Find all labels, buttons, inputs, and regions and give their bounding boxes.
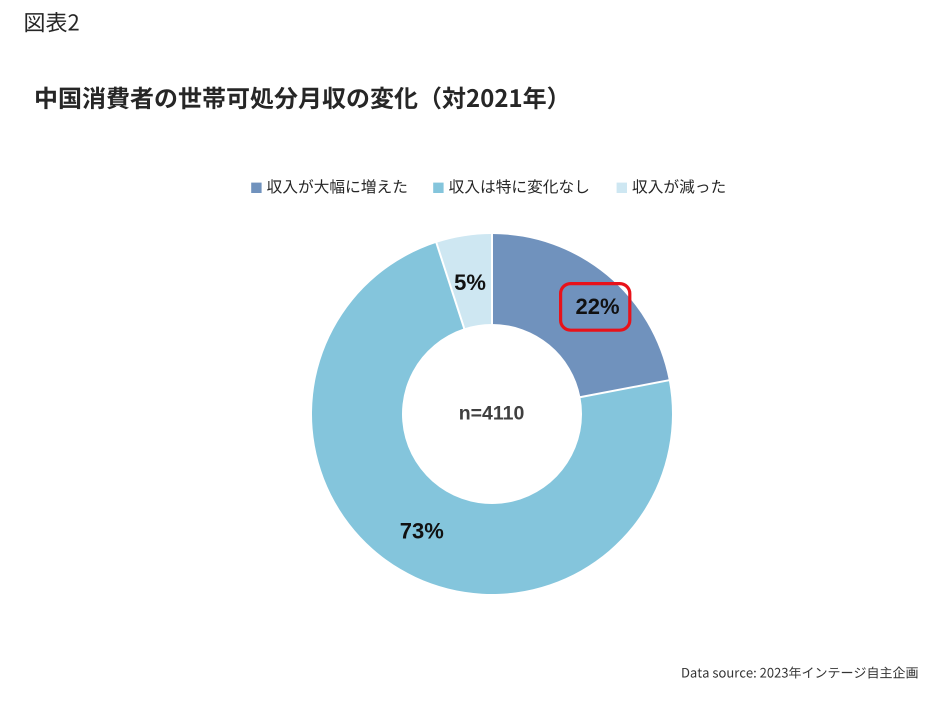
svg-text:73%: 73% <box>400 519 444 544</box>
svg-text:5%: 5% <box>454 270 486 295</box>
svg-text:n=4110: n=4110 <box>459 403 525 425</box>
svg-text:22%: 22% <box>575 294 619 319</box>
